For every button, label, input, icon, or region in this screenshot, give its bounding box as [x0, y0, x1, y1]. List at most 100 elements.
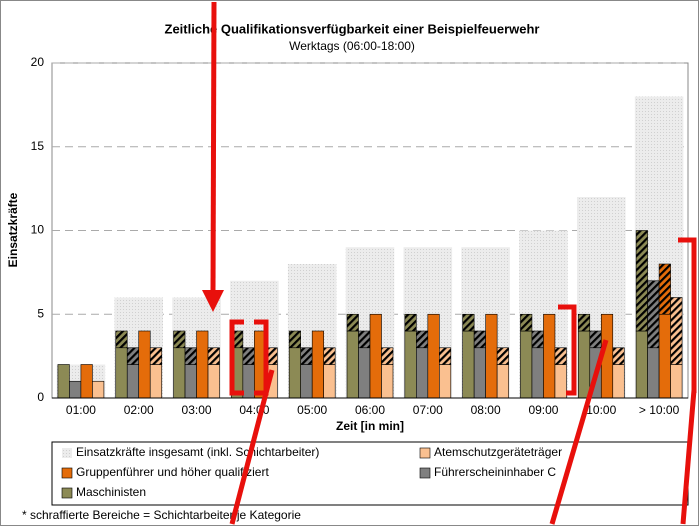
x-tick-label: 06:00 [355, 403, 385, 417]
hatch-overlay [185, 347, 197, 365]
hatch-overlay [265, 347, 278, 365]
hatch-overlay [416, 331, 428, 348]
chart-subtitle: Werktags (06:00-18:00) [289, 39, 415, 53]
x-tick-label: 07:00 [413, 403, 443, 417]
bar [577, 330, 591, 399]
legend-box [51, 441, 689, 506]
hatch-overlay [670, 297, 683, 365]
bar [670, 364, 683, 399]
legend-label: Maschinisten [76, 485, 146, 499]
bar [658, 313, 671, 399]
hatch-overlay [173, 331, 186, 348]
hatch-overlay [300, 347, 313, 365]
bar [416, 347, 429, 399]
bar [92, 380, 105, 399]
hatch-overlay [115, 331, 128, 348]
hatch-overlay [531, 331, 544, 348]
x-tick-label: 09:00 [528, 403, 558, 417]
hatch-overlay [462, 314, 475, 331]
footnote: * schraffierte Bereiche = Schichtarbeite… [22, 508, 301, 522]
hatch-overlay [289, 331, 301, 348]
bar [80, 364, 93, 399]
bar [300, 364, 313, 399]
bar [242, 364, 255, 399]
legend-label: Einsatzkräfte insgesamt (inkl. Schichtar… [76, 445, 319, 459]
hatch-overlay [439, 347, 451, 365]
legend-swatch [419, 467, 431, 479]
bar [173, 347, 186, 399]
hatch-overlay [323, 347, 336, 365]
y-tick-label: 0 [37, 390, 44, 404]
hatch-overlay [520, 314, 532, 331]
hatch-overlay [474, 331, 486, 348]
bar [207, 364, 220, 399]
bar [196, 330, 209, 399]
hatch-overlay [381, 347, 393, 365]
hatch-overlay [231, 331, 243, 348]
y-tick-label: 5 [37, 306, 44, 320]
bracket [678, 237, 697, 393]
bar [520, 330, 533, 399]
bar [346, 330, 359, 399]
bar [369, 313, 382, 399]
bar [311, 330, 324, 399]
y-tick-label: 20 [31, 55, 45, 69]
bar [462, 330, 475, 399]
x-tick-label: 02:00 [124, 403, 154, 417]
x-tick-label: 03:00 [182, 403, 212, 417]
chart-title: Zeitliche Qualifikationsverfügbarkeit ei… [165, 21, 540, 36]
legend-label: Führerscheininhaber C [434, 465, 556, 479]
bar [115, 347, 128, 399]
bar [288, 347, 301, 399]
bar [612, 364, 625, 399]
bar [57, 364, 70, 399]
legend-swatch [419, 447, 431, 459]
hatch-overlay [647, 280, 660, 348]
annotations [202, 1, 697, 525]
hatch-overlay [659, 264, 671, 315]
hatch-overlay [358, 331, 370, 348]
hatch-overlay [497, 347, 509, 365]
y-tick-label: 15 [31, 139, 45, 153]
arrow-shaft [210, 1, 217, 293]
bar [543, 313, 556, 399]
bar [69, 380, 82, 399]
bar [358, 347, 371, 399]
legend-swatch [61, 467, 73, 479]
legend-swatch [61, 487, 73, 499]
x-tick-label: 08:00 [471, 403, 501, 417]
pointer-line [680, 389, 697, 525]
y-axis-label: Einsatzkräfte [6, 192, 20, 267]
x-tick-label: > 10:00 [639, 403, 680, 417]
hatch-overlay [612, 347, 625, 365]
x-tick-label: 01:00 [66, 403, 96, 417]
bracket [558, 304, 577, 396]
bar [531, 347, 544, 399]
bar [184, 364, 197, 399]
hatch-overlay [554, 347, 567, 365]
bar [473, 347, 486, 399]
hatch-overlay [127, 347, 139, 365]
x-tick-label: 05:00 [297, 403, 327, 417]
bar [496, 364, 509, 399]
legend-swatch [62, 448, 72, 458]
bar [554, 364, 567, 399]
bar [485, 313, 498, 399]
x-axis-label: Zeit [in min] [336, 419, 404, 433]
y-tick-label: 10 [31, 223, 45, 237]
bar [323, 364, 336, 399]
hatch-overlay [404, 314, 417, 331]
hatch-overlay [636, 230, 648, 331]
bar [647, 347, 660, 399]
hatch-overlay [242, 347, 255, 365]
legend-label: Atemschutzgeräteträger [434, 445, 562, 459]
bar [635, 330, 648, 399]
bar [126, 364, 140, 399]
x-tick-label: 10:00 [586, 403, 616, 417]
bracket [229, 319, 244, 396]
bar [404, 330, 417, 399]
bar [439, 364, 452, 399]
hatch-overlay [578, 314, 590, 331]
bar [138, 330, 151, 399]
